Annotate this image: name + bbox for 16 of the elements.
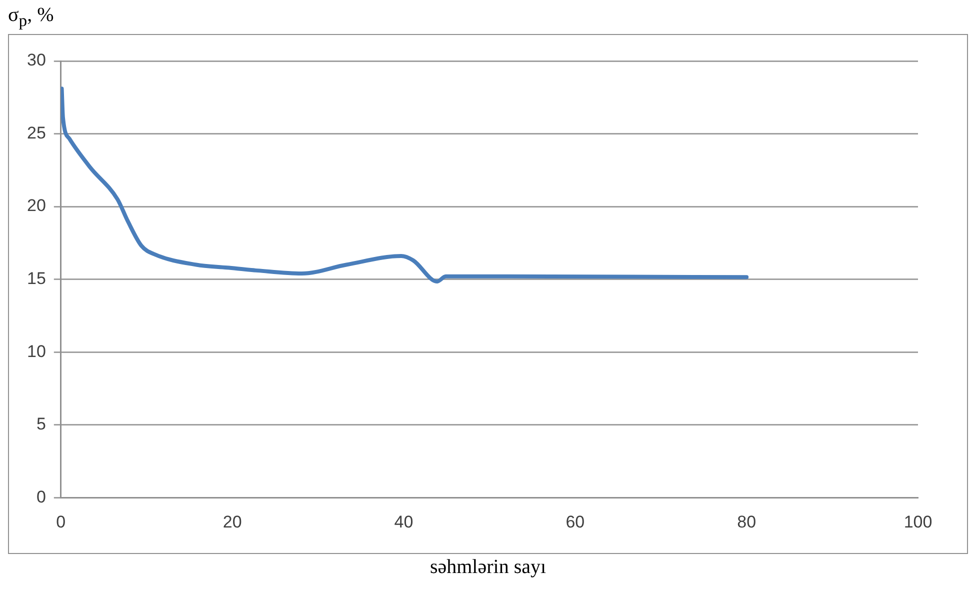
x-tick-label: 80 [737,512,756,532]
y-tick-label: 30 [26,50,46,70]
x-tick-label: 0 [56,512,66,532]
y-tick-label: 20 [26,196,46,216]
x-tick-label: 20 [222,512,242,532]
x-tick-label: 40 [394,512,414,532]
y-axis-title: σ$_{p}$, % [8,4,54,31]
y-tick-label: 10 [26,342,46,361]
x-tick-label: 100 [904,512,932,532]
y-tick-label: 5 [36,414,46,434]
y-tick-label: 15 [26,268,46,288]
y-tick-label: 25 [26,123,46,142]
y-tick-label: 0 [36,487,46,506]
x-axis-title: səhmlərin sayı [428,556,548,579]
x-tick-label: 60 [566,512,585,532]
line-series [60,86,749,284]
